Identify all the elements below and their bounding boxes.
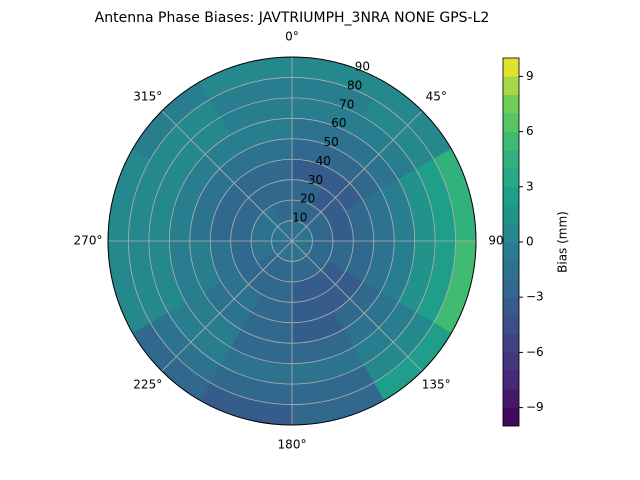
r-tick-label: 10 xyxy=(292,211,307,225)
grid-spoke xyxy=(291,110,423,242)
colorbar-tick-label: −6 xyxy=(526,345,544,359)
colorbar-band xyxy=(502,278,520,298)
colorbar-label: Bias (mm) xyxy=(556,211,570,273)
colorbar-band xyxy=(502,260,520,280)
r-tick-label: 90 xyxy=(355,60,370,74)
theta-tick-label: 135° xyxy=(422,378,451,392)
colorbar-band xyxy=(502,149,520,169)
r-tick-label: 20 xyxy=(300,192,315,206)
theta-tick-label: 270° xyxy=(74,234,103,248)
colorbar-band xyxy=(502,370,520,390)
colorbar-band xyxy=(502,94,520,114)
colorbar-band xyxy=(502,388,520,408)
r-tick-label: 80 xyxy=(347,78,362,92)
grid-spoke xyxy=(291,240,423,372)
colorbar-band xyxy=(502,407,520,427)
theta-tick-label: 90 xyxy=(488,234,503,248)
colorbar-band xyxy=(502,315,520,335)
colorbar-band xyxy=(502,186,520,206)
colorbar-band xyxy=(502,57,520,77)
r-tick-label: 60 xyxy=(331,116,346,130)
theta-tick-label: 45° xyxy=(426,89,447,103)
theta-tick-label: 180° xyxy=(278,438,307,452)
colorbar-band xyxy=(502,204,520,224)
colorbar-tick-label: 9 xyxy=(526,69,534,83)
chart-title: Antenna Phase Biases: JAVTRIUMPH_3NRA NO… xyxy=(95,10,490,26)
grid-spoke xyxy=(161,240,293,372)
r-tick-label: 30 xyxy=(308,173,323,187)
r-tick-label: 70 xyxy=(339,97,354,111)
colorbar-tick-label: −3 xyxy=(526,290,544,304)
colorbar-tick-label: −9 xyxy=(526,400,544,414)
colorbar-band xyxy=(502,223,520,243)
colorbar-band xyxy=(502,296,520,316)
theta-tick-label: 225° xyxy=(133,378,162,392)
colorbar-band xyxy=(502,168,520,188)
colorbar-band xyxy=(502,76,520,96)
colorbar-band xyxy=(502,352,520,372)
colorbar-band xyxy=(502,112,520,132)
r-tick-label: 50 xyxy=(323,135,338,149)
colorbar-band xyxy=(502,241,520,261)
colorbar-band xyxy=(502,333,520,353)
theta-tick-label: 315° xyxy=(133,89,162,103)
colorbar-tick-label: 0 xyxy=(526,235,534,249)
colorbar-tick-label: 3 xyxy=(526,179,534,193)
colorbar-tick-label: 6 xyxy=(526,124,534,138)
r-tick-label: 40 xyxy=(316,154,331,168)
polar-frame xyxy=(107,56,477,426)
colorbar-band xyxy=(502,131,520,151)
grid-spoke xyxy=(161,110,293,242)
theta-tick-label: 0° xyxy=(285,30,299,44)
